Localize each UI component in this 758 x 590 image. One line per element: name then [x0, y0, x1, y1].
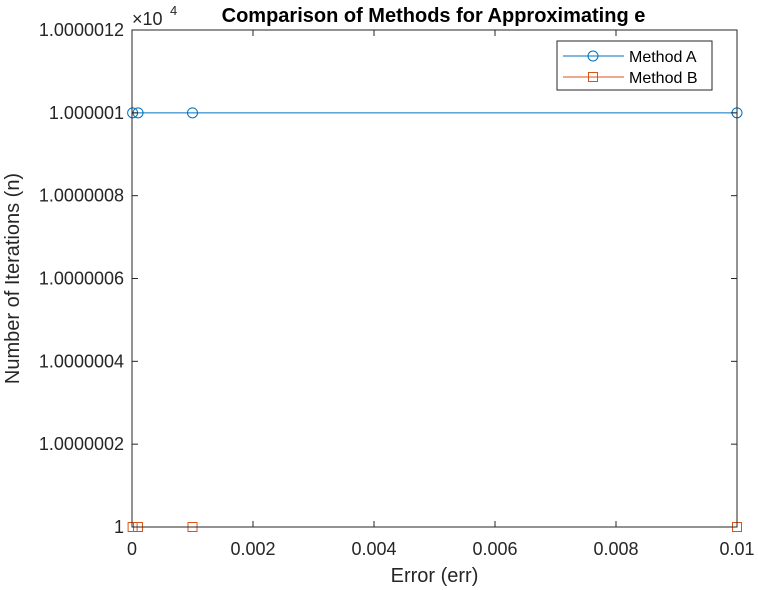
y-tick-label: 1.0000012	[39, 20, 124, 40]
plot-area	[132, 30, 737, 527]
x-axis-label: Error (err)	[391, 565, 479, 587]
multiplier-exponent: 4	[170, 3, 177, 18]
legend: Method A Method B	[556, 40, 713, 91]
legend-method-a-label: Method A	[629, 49, 697, 66]
legend-method-a-marker	[587, 50, 599, 62]
chart-title: Comparison of Methods for Approximating …	[222, 5, 646, 27]
x-tick-label: 0.01	[719, 539, 754, 559]
legend-box	[556, 40, 713, 91]
x-tick-label: 0.002	[230, 539, 275, 559]
y-axis-label: Number of Iterations (n)	[2, 173, 24, 384]
y-tick-label: 1.0000006	[39, 269, 124, 289]
x-tick-label: 0.008	[593, 539, 638, 559]
x-tick-label: 0	[127, 539, 137, 559]
y-tick-label: 1.000001	[49, 103, 124, 123]
y-tick-label: 1	[114, 517, 124, 537]
legend-method-b-label: Method B	[629, 70, 697, 87]
y-tick-label: 1.0000008	[39, 186, 124, 206]
multiplier-base: ×10	[132, 9, 163, 29]
y-tick-label: 1.0000002	[39, 434, 124, 454]
y-axis-multiplier: ×10 4	[132, 3, 177, 29]
legend-method-b-marker	[588, 72, 598, 82]
x-tick-label: 0.006	[472, 539, 517, 559]
method-a-point	[187, 107, 198, 119]
y-tick-label: 1.0000004	[39, 351, 124, 371]
x-tick-label: 0.004	[351, 539, 396, 559]
